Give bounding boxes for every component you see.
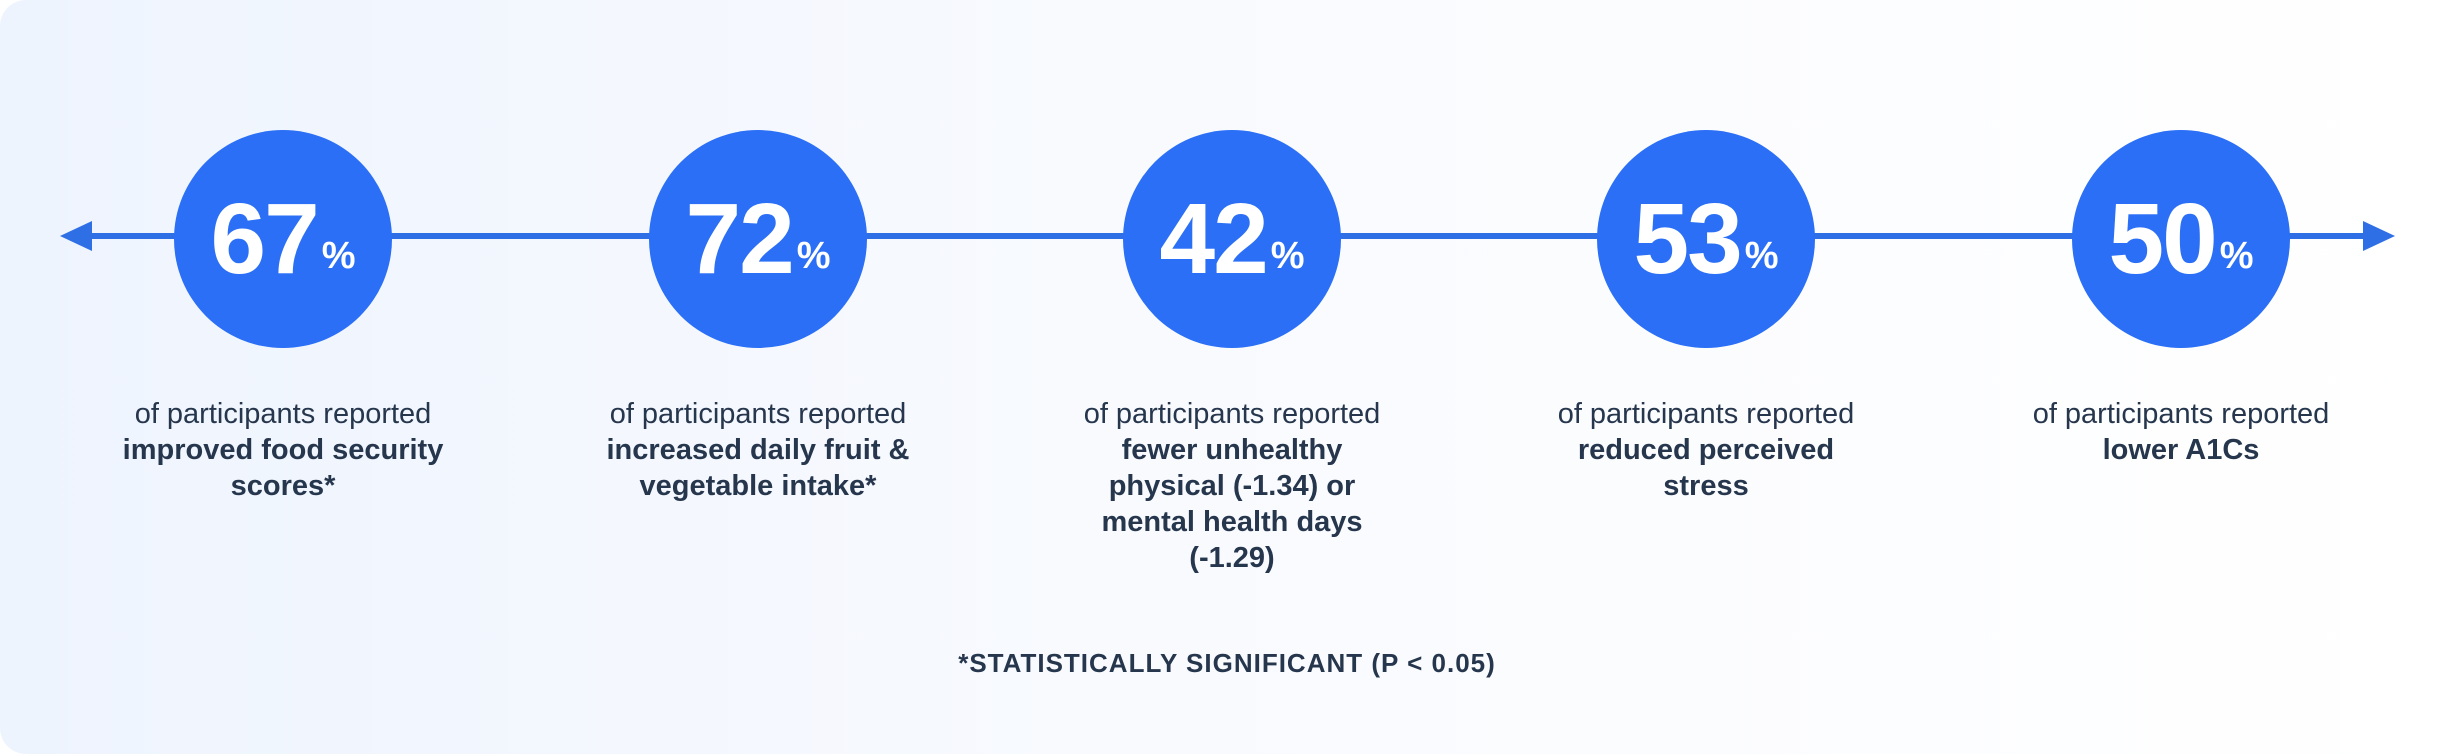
stat-circle: 50% bbox=[2072, 130, 2290, 348]
stat-item-4: 53% of participants reported reduced per… bbox=[1516, 130, 1896, 504]
stat-item-3: 42% of participants reported fewer unhea… bbox=[1042, 130, 1422, 576]
stat-lead-text: of participants reported bbox=[1557, 398, 1855, 430]
stat-highlight-text: improved food security scores* bbox=[122, 434, 444, 502]
stat-item-1: 67% of participants reported improved fo… bbox=[93, 130, 473, 504]
stat-lead-text: of participants reported bbox=[609, 398, 907, 430]
stat-highlight-text: fewer unhealthy physical (-1.34) or ment… bbox=[1101, 434, 1363, 574]
stat-description: of participants reported reduced perceiv… bbox=[1516, 396, 1896, 504]
stat-lead-text: of participants reported bbox=[2032, 398, 2330, 430]
significance-footnote: *STATISTICALLY SIGNIFICANT (P < 0.05) bbox=[958, 648, 1496, 678]
stat-description: of participants reported increased daily… bbox=[568, 396, 948, 504]
stat-highlight-text: lower A1Cs bbox=[2102, 434, 2260, 466]
stat-unit: % bbox=[796, 234, 831, 277]
stat-item-5: 50% of participants reported lower A1Cs bbox=[1991, 130, 2371, 468]
stat-description: of participants reported improved food s… bbox=[93, 396, 473, 504]
stat-item-2: 72% of participants reported increased d… bbox=[568, 130, 948, 504]
stat-value: 42 bbox=[1159, 183, 1268, 295]
arrow-right-icon bbox=[2363, 221, 2395, 251]
stat-value: 67 bbox=[210, 183, 319, 295]
stat-unit: % bbox=[2219, 234, 2254, 277]
stat-highlight-text: reduced perceived stress bbox=[1577, 434, 1835, 502]
stat-lead-text: of participants reported bbox=[1083, 398, 1381, 430]
stat-circle: 72% bbox=[649, 130, 867, 348]
stat-circle: 67% bbox=[174, 130, 392, 348]
stat-value: 72 bbox=[685, 183, 794, 295]
stat-lead-text: of participants reported bbox=[134, 398, 432, 430]
stat-value: 53 bbox=[1633, 183, 1742, 295]
stat-circle: 42% bbox=[1123, 130, 1341, 348]
stat-description: of participants reported fewer unhealthy… bbox=[1042, 396, 1422, 576]
arrow-left-icon bbox=[60, 221, 92, 251]
stat-description: of participants reported lower A1Cs bbox=[1991, 396, 2371, 468]
stat-highlight-text: increased daily fruit & vegetable intake… bbox=[606, 434, 910, 502]
stat-unit: % bbox=[1744, 234, 1779, 277]
stat-circle: 53% bbox=[1597, 130, 1815, 348]
stat-unit: % bbox=[321, 234, 356, 277]
stat-unit: % bbox=[1270, 234, 1305, 277]
stat-value: 50 bbox=[2108, 183, 2217, 295]
